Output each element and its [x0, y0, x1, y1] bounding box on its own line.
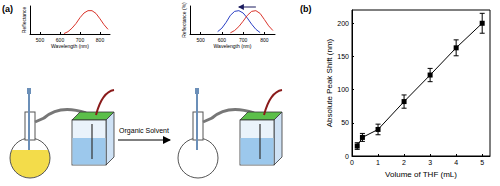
svg-text:700: 700 [239, 37, 248, 43]
svg-text:(b): (b) [300, 4, 312, 14]
svg-text:150: 150 [337, 53, 349, 60]
svg-text:Wavelength (nm): Wavelength (nm) [214, 43, 252, 49]
svg-text:800: 800 [260, 37, 269, 43]
svg-text:500: 500 [36, 37, 45, 43]
svg-text:Organic Solvent: Organic Solvent [119, 127, 169, 135]
svg-text:200: 200 [337, 20, 349, 27]
svg-text:Reflectance: Reflectance [21, 7, 27, 34]
svg-text:1: 1 [376, 159, 380, 166]
svg-text:3: 3 [428, 159, 432, 166]
svg-text:2: 2 [402, 159, 406, 166]
svg-text:600: 600 [218, 37, 227, 43]
svg-text:600: 600 [56, 37, 65, 43]
svg-text:(a): (a) [2, 4, 13, 14]
svg-text:100: 100 [337, 86, 349, 93]
svg-text:4: 4 [454, 159, 458, 166]
svg-text:Volume of THF (mL): Volume of THF (mL) [385, 170, 457, 179]
svg-text:Wavelength (nm): Wavelength (nm) [51, 43, 89, 49]
svg-text:50: 50 [341, 119, 349, 126]
svg-text:Absolute Peak Shift (nm): Absolute Peak Shift (nm) [325, 38, 334, 127]
svg-text:0: 0 [350, 159, 354, 166]
svg-text:700: 700 [76, 37, 85, 43]
svg-text:0: 0 [345, 153, 349, 160]
svg-text:Reflectance (%): Reflectance (%) [181, 2, 187, 38]
svg-text:500: 500 [196, 37, 205, 43]
svg-text:800: 800 [96, 37, 105, 43]
svg-text:5: 5 [480, 159, 484, 166]
